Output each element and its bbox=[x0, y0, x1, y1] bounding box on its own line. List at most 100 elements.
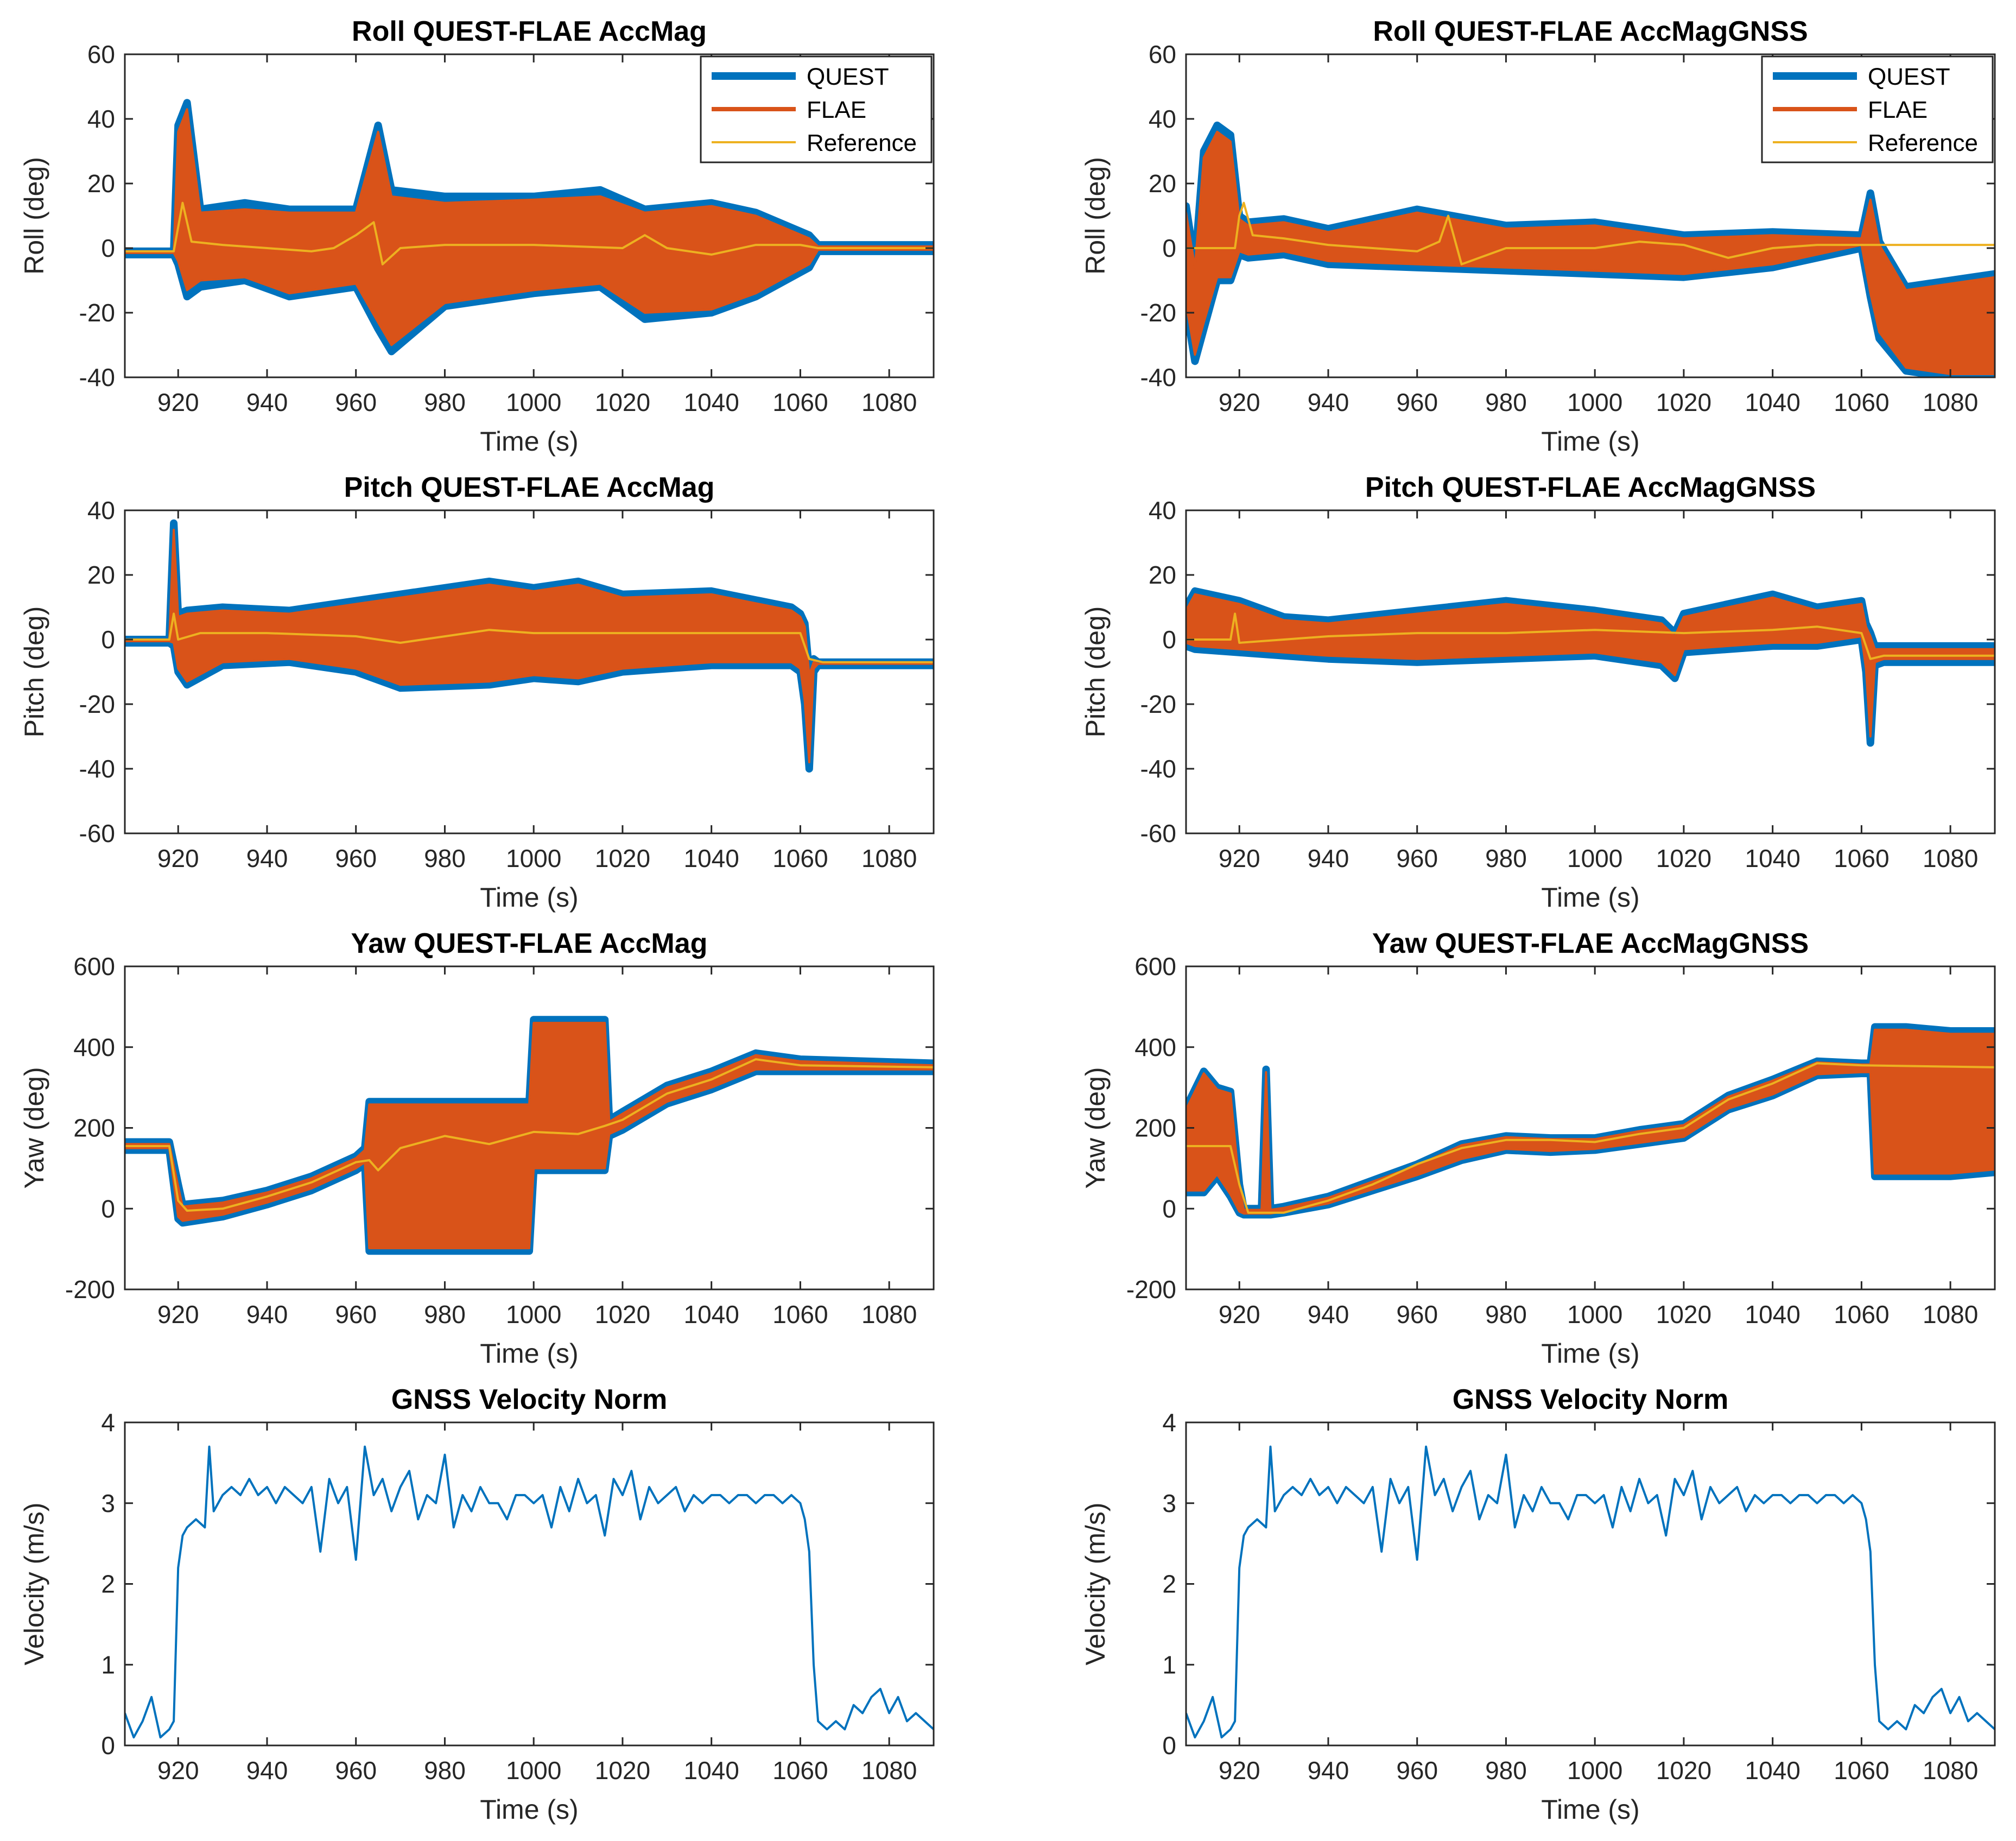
x-tick-label: 1000 bbox=[506, 1756, 561, 1785]
y-axis-label: Yaw (deg) bbox=[1080, 1067, 1111, 1188]
data-layer bbox=[1186, 1023, 1995, 1219]
legend-entry-quest: QUEST bbox=[807, 64, 889, 90]
y-tick-label: 0 bbox=[101, 1731, 115, 1760]
x-tick-label: 1000 bbox=[1567, 1756, 1622, 1785]
y-tick-label: 40 bbox=[87, 105, 115, 133]
x-tick-label: 1020 bbox=[1656, 844, 1711, 872]
axes-box bbox=[1185, 509, 1996, 834]
legend-entry-reference: Reference bbox=[807, 130, 917, 156]
x-axis-label: Time (s) bbox=[1541, 1338, 1639, 1369]
x-tick-label: 1020 bbox=[595, 844, 650, 872]
chart-title: Roll QUEST-FLAE AccMagGNSS bbox=[1373, 16, 1808, 47]
y-tick-label: 600 bbox=[73, 952, 115, 980]
x-tick-label: 920 bbox=[157, 1756, 199, 1785]
panel-velocity-right: 920 940 960 980 1000 1020 1040 1060 1080 0 1 2 3 4 GNS… bbox=[1080, 1384, 1996, 1825]
series-flae-band bbox=[125, 1022, 934, 1250]
data-layer bbox=[1186, 587, 1995, 747]
x-tick-label: 1080 bbox=[861, 1756, 917, 1785]
y-tick-label: 40 bbox=[1149, 496, 1176, 524]
y-tick-label: 400 bbox=[73, 1033, 115, 1061]
y-tick-label: 4 bbox=[1162, 1408, 1176, 1437]
chart-title: Pitch QUEST-FLAE AccMagGNSS bbox=[1365, 472, 1816, 503]
y-tick-label: 1 bbox=[1162, 1650, 1176, 1679]
y-axis-label: Roll (deg) bbox=[19, 157, 49, 275]
y-tick-label: 200 bbox=[1134, 1114, 1176, 1142]
y-axis-label: Velocity (m/s) bbox=[1080, 1502, 1111, 1665]
x-tick-label: 1000 bbox=[506, 844, 561, 872]
chart-title: Roll QUEST-FLAE AccMag bbox=[352, 16, 707, 47]
y-tick-label: 0 bbox=[1162, 1731, 1176, 1760]
y-tick-label: 3 bbox=[1162, 1489, 1176, 1517]
x-tick-label: 1040 bbox=[683, 844, 739, 872]
data-layer bbox=[1186, 1445, 1995, 1739]
x-tick-label: 1040 bbox=[1745, 1756, 1800, 1785]
x-tick-label: 980 bbox=[424, 844, 466, 872]
panel-velocity-left: 920 940 960 980 1000 1020 1040 1060 1080 0 1 2 3 4 GNS… bbox=[19, 1384, 935, 1825]
x-tick-label: 980 bbox=[1485, 1300, 1527, 1328]
y-tick-label: -40 bbox=[79, 755, 115, 783]
x-tick-label: 1060 bbox=[772, 844, 828, 872]
legend: QUEST FLAE Reference bbox=[1761, 55, 1994, 163]
x-axis-label: Time (s) bbox=[480, 1794, 578, 1825]
x-tick-label: 960 bbox=[1396, 1756, 1438, 1785]
x-tick-label: 1080 bbox=[1923, 1300, 1978, 1328]
x-tick-label: 1060 bbox=[772, 1756, 828, 1785]
x-tick-label: 1000 bbox=[1567, 844, 1622, 872]
x-tick-label: 940 bbox=[246, 1756, 288, 1785]
x-tick-label: 1060 bbox=[1834, 844, 1889, 872]
y-tick-label: 60 bbox=[1149, 40, 1176, 68]
x-tick-label: 1020 bbox=[595, 1756, 650, 1785]
chart-title: GNSS Velocity Norm bbox=[1453, 1384, 1729, 1415]
x-tick-label: 920 bbox=[1219, 1756, 1260, 1785]
y-tick-label: 0 bbox=[1162, 234, 1176, 262]
y-tick-label: 1 bbox=[101, 1650, 115, 1679]
x-tick-label: 940 bbox=[1308, 1300, 1349, 1328]
panel-roll-accmaggnss: 920 940 960 980 1000 1020 1040 1060 1080 -40 -20 0 2… bbox=[1080, 16, 1996, 457]
x-tick-label: 920 bbox=[1219, 844, 1260, 872]
x-tick-label: 960 bbox=[335, 1756, 377, 1785]
x-tick-label: 1040 bbox=[683, 1756, 739, 1785]
y-axis-label: Roll (deg) bbox=[1080, 157, 1111, 275]
x-tick-label: 1060 bbox=[1834, 388, 1889, 416]
panel-pitch-accmag: 920 940 960 980 1000 1020 1040 1060 1080 -60 -40 -2… bbox=[19, 472, 935, 913]
x-tick-label: 920 bbox=[157, 388, 199, 416]
y-axis-label: Yaw (deg) bbox=[19, 1067, 49, 1188]
x-tick-label: 940 bbox=[1308, 844, 1349, 872]
y-tick-label: 0 bbox=[101, 1194, 115, 1223]
x-tick-label: 1080 bbox=[1923, 1756, 1978, 1785]
x-tick-label: 920 bbox=[157, 1300, 199, 1328]
legend-entry-reference: Reference bbox=[1868, 130, 1978, 156]
series-reference-line bbox=[1186, 612, 1995, 660]
plot-area bbox=[125, 1422, 934, 1745]
y-tick-label: 0 bbox=[1162, 625, 1176, 654]
y-tick-label: 20 bbox=[1149, 169, 1176, 198]
y-tick-label: 2 bbox=[101, 1570, 115, 1598]
x-tick-label: 960 bbox=[1396, 1300, 1438, 1328]
x-tick-label: 980 bbox=[1485, 1756, 1527, 1785]
data-layer bbox=[1186, 121, 1995, 377]
y-tick-label: -40 bbox=[79, 363, 115, 391]
y-tick-label: -20 bbox=[1140, 690, 1176, 718]
chart-title: Yaw QUEST-FLAE AccMag bbox=[351, 928, 708, 959]
x-tick-label: 960 bbox=[1396, 388, 1438, 416]
y-tick-label: 400 bbox=[1134, 1033, 1176, 1061]
y-tick-label: 600 bbox=[1134, 952, 1176, 980]
y-tick-label: 0 bbox=[101, 625, 115, 654]
x-tick-label: 980 bbox=[1485, 388, 1527, 416]
x-tick-label: 1080 bbox=[861, 388, 917, 416]
x-tick-label: 1040 bbox=[1745, 388, 1800, 416]
y-tick-label: 20 bbox=[1149, 561, 1176, 589]
y-tick-label: -60 bbox=[79, 819, 115, 847]
legend-entry-flae: FLAE bbox=[807, 97, 866, 123]
x-tick-label: 1000 bbox=[506, 1300, 561, 1328]
chart-title: GNSS Velocity Norm bbox=[391, 1384, 668, 1415]
y-tick-label: -20 bbox=[79, 690, 115, 718]
y-tick-label: 40 bbox=[87, 496, 115, 524]
series-reference-line bbox=[125, 612, 934, 663]
x-axis-label: Time (s) bbox=[1541, 1794, 1639, 1825]
x-tick-label: 940 bbox=[246, 844, 288, 872]
y-tick-label: 0 bbox=[101, 234, 115, 262]
x-tick-label: 980 bbox=[1485, 844, 1527, 872]
x-tick-label: 1040 bbox=[1745, 844, 1800, 872]
x-tick-label: 1040 bbox=[683, 1300, 739, 1328]
